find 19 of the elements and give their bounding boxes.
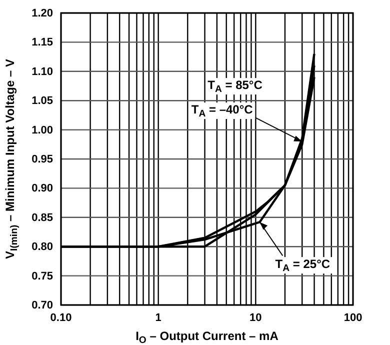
x-tick-label: 0.10 (50, 312, 72, 324)
y-tick-label: 1.20 (32, 8, 53, 20)
y-tick-label: 0.70 (32, 300, 53, 312)
x-axis-title: I$_{O}$ – Output Current – mA (136, 329, 279, 345)
annotation: T$_{A}$ = –40°C (191, 102, 254, 119)
x-tick-label: 100 (344, 312, 362, 324)
annotation: T$_{A}$ = 25°C (275, 257, 330, 274)
x-tick-label: 1 (155, 312, 162, 324)
y-tick-label: 0.80 (32, 241, 53, 254)
y-tick-label: 0.85 (32, 212, 53, 224)
annotation: T$_{A}$ = 85°C (208, 78, 263, 94)
y-tick-label: 1.15 (32, 36, 53, 49)
y-tick-label: 1.05 (32, 95, 53, 108)
y-tick-label: 0.75 (32, 270, 53, 282)
y-tick-label: 0.90 (32, 182, 53, 195)
y-tick-label: 1.10 (32, 66, 53, 78)
y-tick-label: 1.00 (32, 124, 53, 136)
y-tick-label: 0.95 (32, 154, 53, 166)
x-tick-label: 10 (250, 312, 262, 324)
